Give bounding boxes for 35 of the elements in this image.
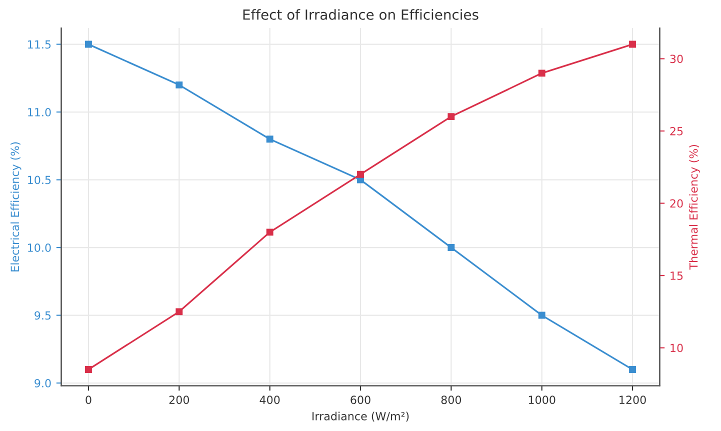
point <box>538 70 546 77</box>
point <box>85 366 92 373</box>
point <box>85 40 92 48</box>
y-tick-label: 10.0 <box>28 244 51 252</box>
x-tick-label: 1200 <box>620 396 646 404</box>
point <box>266 228 274 236</box>
y-tick-label: 11.0 <box>28 108 51 116</box>
y-tick-label: 9.5 <box>34 311 51 320</box>
x-tick-label: 0 <box>86 396 92 404</box>
point <box>357 170 364 178</box>
point <box>448 113 455 120</box>
chart-title: Effect of Irradiance on Efficiencies <box>243 9 478 20</box>
y2-tick-label: 20 <box>670 199 683 208</box>
y2-axis-title: Thermal Efficiency (%) <box>689 144 700 270</box>
y-tick-label: 10.5 <box>28 176 51 184</box>
x-tick-label: 600 <box>350 396 370 404</box>
y2-tick-label: 10 <box>670 344 683 352</box>
point <box>448 244 455 252</box>
y-tick-label: 11.5 <box>28 40 51 49</box>
x-tick-label: 200 <box>169 396 190 404</box>
y2-tick-label: 15 <box>670 272 683 280</box>
point <box>538 312 546 319</box>
point <box>176 81 183 88</box>
x-tick-label: 1000 <box>528 396 556 404</box>
y-tick-label: 9.0 <box>34 379 51 388</box>
x-tick-label: 400 <box>260 396 280 404</box>
point <box>176 308 183 316</box>
y2-tick-label: 25 <box>670 126 683 136</box>
x-axis-title: Irradiance (W/m²) <box>312 412 409 422</box>
y-axis-title: Electrical Efficiency (%) <box>10 142 22 272</box>
point <box>629 40 636 48</box>
x-tick-label: 800 <box>441 396 462 404</box>
y2-tick-label: 30 <box>670 54 683 64</box>
point <box>629 366 636 373</box>
point <box>266 136 274 143</box>
